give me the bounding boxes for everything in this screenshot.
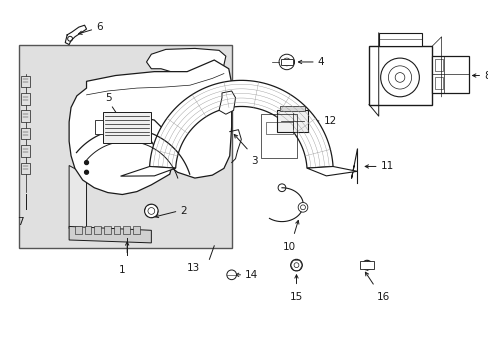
Bar: [19, 45, 231, 248]
Bar: [104, 226, 110, 234]
Polygon shape: [306, 166, 357, 176]
Bar: [94, 226, 101, 234]
Bar: [368, 46, 431, 104]
Bar: [75, 226, 81, 234]
Text: 2: 2: [180, 206, 186, 216]
Text: 15: 15: [289, 292, 303, 302]
Polygon shape: [69, 166, 86, 238]
Bar: [277, 110, 307, 132]
Bar: [434, 59, 442, 71]
Polygon shape: [219, 91, 235, 114]
Polygon shape: [149, 80, 332, 168]
Text: 13: 13: [186, 263, 199, 273]
Circle shape: [144, 204, 158, 218]
Text: 1: 1: [119, 265, 125, 275]
Circle shape: [290, 259, 302, 271]
Bar: [265, 122, 292, 134]
Text: 3: 3: [250, 156, 257, 166]
Bar: [260, 114, 297, 158]
Polygon shape: [69, 226, 151, 243]
Bar: [20, 110, 30, 122]
Bar: [113, 226, 120, 234]
Bar: [434, 77, 442, 89]
Bar: [133, 226, 140, 234]
Bar: [103, 112, 151, 143]
Bar: [20, 145, 30, 157]
Bar: [431, 56, 468, 93]
Bar: [20, 128, 30, 139]
Bar: [95, 120, 103, 134]
Text: 5: 5: [105, 93, 112, 103]
Text: 6: 6: [96, 22, 102, 32]
Bar: [123, 226, 130, 234]
Circle shape: [84, 170, 88, 174]
Text: 14: 14: [244, 270, 258, 280]
Circle shape: [298, 202, 307, 212]
Polygon shape: [69, 60, 231, 194]
Bar: [360, 261, 373, 269]
Circle shape: [279, 54, 294, 70]
Text: 8: 8: [483, 71, 488, 81]
Bar: [20, 93, 30, 104]
Bar: [280, 107, 305, 111]
Circle shape: [362, 260, 371, 270]
Text: 10: 10: [283, 242, 296, 252]
Text: 7: 7: [18, 217, 24, 227]
Circle shape: [84, 161, 88, 165]
Bar: [20, 163, 30, 174]
Circle shape: [283, 58, 290, 66]
Bar: [20, 76, 30, 87]
Bar: [84, 226, 91, 234]
Polygon shape: [146, 48, 225, 88]
Text: 9: 9: [409, 36, 415, 46]
Circle shape: [380, 58, 419, 97]
Circle shape: [226, 270, 236, 280]
Text: 11: 11: [380, 161, 393, 171]
Text: 4: 4: [317, 57, 324, 67]
Text: 16: 16: [376, 292, 389, 302]
Bar: [281, 59, 292, 65]
Polygon shape: [121, 166, 175, 176]
Bar: [378, 33, 422, 46]
Text: 12: 12: [323, 116, 336, 126]
